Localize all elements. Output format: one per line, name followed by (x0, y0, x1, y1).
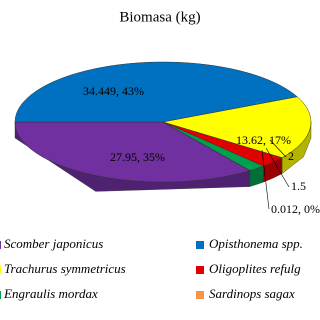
leader-line (269, 139, 287, 158)
legend-label: Scomber japonicus (4, 236, 103, 251)
legend-swatch (0, 241, 1, 249)
legend-swatch (196, 266, 204, 274)
data-label: 13.62, 17% (236, 133, 291, 147)
legend-swatch (196, 241, 204, 249)
data-label: 1.5 (291, 179, 306, 193)
data-label: 34.449, 43% (83, 84, 144, 98)
legend-label: Oligoplites refulg (209, 261, 301, 276)
legend-swatch (0, 266, 1, 274)
slice (14, 121, 251, 183)
legend-swatch (0, 291, 1, 299)
data-label: 2 (288, 149, 294, 163)
legend-label: Sardinops sagax (209, 286, 295, 301)
leader-line (265, 147, 290, 188)
legend-label: Trachurus symmetricus (4, 261, 126, 276)
slice (162, 96, 312, 158)
legend-label: Engraulis mordax (3, 286, 98, 301)
legend-swatch (196, 291, 204, 299)
slice (162, 121, 251, 171)
data-label: 0.012, 0% (271, 202, 320, 216)
legend-label: Opisthonema spp. (209, 236, 303, 251)
chart-title: Biomasa (kg) (119, 9, 200, 25)
data-label: 27.95, 35% (110, 150, 165, 164)
leader-line (261, 149, 270, 210)
slice (14, 61, 298, 123)
